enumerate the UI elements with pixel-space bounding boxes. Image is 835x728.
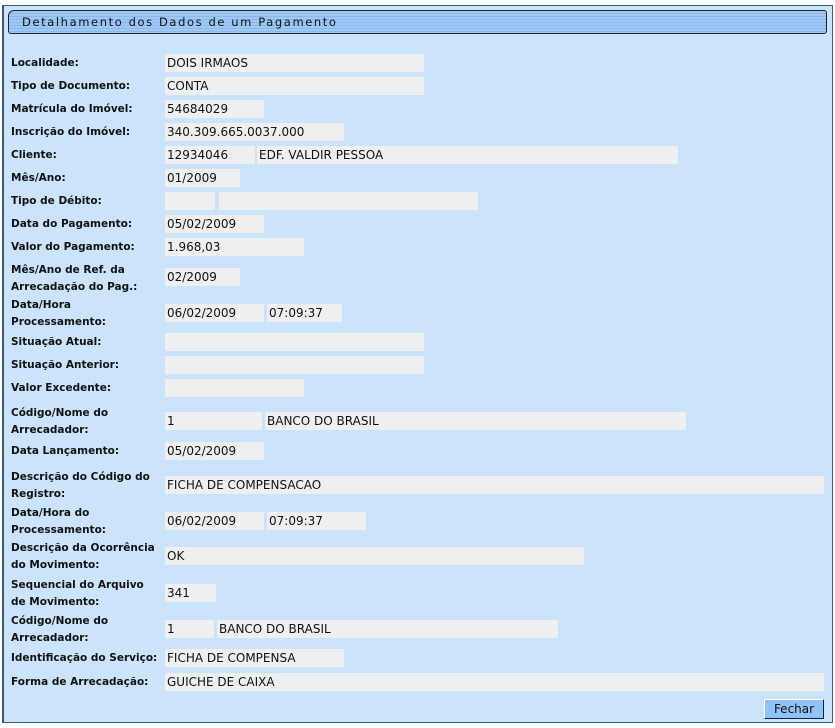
forma-arrecadacao-value-field: GUICHE DE CAIXA — [165, 673, 824, 691]
data-hora-proc-data-field: 06/02/2009 — [165, 304, 264, 322]
data-hora-proc-label: Data/Hora Processamento: — [11, 299, 106, 328]
arrecadador2-label: Código/Nome do Arrecadador: — [11, 615, 109, 644]
sequencial-label: Sequencial do Arquivo de Movimento: — [11, 579, 144, 608]
tipo-documento-label: Tipo de Documento: — [11, 80, 131, 92]
data-pagamento-value-field: 05/02/2009 — [165, 215, 264, 233]
mes-ano-ref-label: Mês/Ano de Ref. da Arrecadação do Pag.: — [11, 264, 138, 293]
panel-header: Detalhamento dos Dados de um Pagamento — [8, 10, 827, 34]
fechar-button[interactable]: Fechar — [764, 699, 824, 719]
page-title: Detalhamento dos Dados de um Pagamento — [22, 15, 338, 29]
localidade-value-field: DOIS IRMAOS — [165, 54, 424, 72]
arrecadador-label: Código/Nome do Arrecadador: — [11, 407, 109, 436]
valor-pagamento-label: Valor do Pagamento: — [11, 241, 135, 253]
tipo-debito-label: Tipo de Débito: — [11, 195, 102, 207]
cliente-label: Cliente: — [11, 149, 57, 161]
inscricao-label: Inscrição do Imóvel: — [11, 126, 131, 138]
descricao-ocorrencia-value-field: OK — [165, 547, 584, 565]
matricula-value-field: 54684029 — [165, 100, 264, 118]
data-hora-do-proc-data-field: 06/02/2009 — [165, 512, 264, 530]
matricula-label: Matrícula do Imóvel: — [11, 103, 133, 115]
arrecadador2-codigo-field: 1 — [165, 620, 214, 638]
data-lancamento-label: Data Lançamento: — [11, 445, 120, 457]
situacao-atual-value-field — [165, 333, 424, 351]
descricao-codigo-registro-value-field: FICHA DE COMPENSACAO — [165, 476, 824, 494]
data-lancamento-value-field: 05/02/2009 — [165, 442, 264, 460]
cliente-nome-field: EDF. VALDIR PESSOA — [257, 146, 678, 164]
tipo-documento-value-field: CONTA — [165, 77, 424, 95]
sequencial-value-field: 341 — [165, 584, 216, 602]
data-hora-do-proc-hora-field: 07:09:37 — [267, 512, 366, 530]
mes-ano-label: Mês/Ano: — [11, 172, 66, 184]
valor-pagamento-value-field: 1.968,03 — [165, 238, 304, 256]
mes-ano-ref-value-field: 02/2009 — [165, 268, 240, 286]
data-hora-do-proc-label: Data/Hora do Processamento: — [11, 507, 106, 536]
arrecadador2-nome-field: BANCO DO BRASIL — [217, 620, 558, 638]
identificacao-servico-value-field: FICHA DE COMPENSA — [165, 649, 344, 667]
cliente-codigo-field: 12934046 — [165, 146, 255, 164]
situacao-atual-label: Situação Atual: — [11, 336, 102, 348]
identificacao-servico-label: Identificação do Serviço: — [11, 652, 158, 664]
valor-excedente-value-field — [165, 379, 304, 397]
descricao-codigo-registro-label: Descrição do Código do Registro: — [11, 471, 150, 500]
mes-ano-value-field: 01/2009 — [165, 169, 240, 187]
localidade-label: Localidade: — [11, 57, 79, 69]
valor-excedente-label: Valor Excedente: — [11, 382, 112, 394]
tipo-debito-descricao-field — [219, 192, 478, 210]
situacao-anterior-value-field — [165, 356, 424, 374]
data-pagamento-label: Data do Pagamento: — [11, 218, 133, 230]
inscricao-value-field: 340.309.665.0037.000 — [165, 123, 344, 141]
descricao-ocorrencia-label: Descrição da Ocorrência do Movimento: — [11, 542, 155, 571]
situacao-anterior-label: Situação Anterior: — [11, 359, 120, 371]
data-hora-proc-hora-field: 07:09:37 — [267, 304, 342, 322]
tipo-debito-codigo-field — [165, 192, 215, 210]
arrecadador-nome-field: BANCO DO BRASIL — [265, 412, 686, 430]
arrecadador-codigo-field: 1 — [165, 412, 262, 430]
forma-arrecadacao-label: Forma de Arrecadação: — [11, 676, 149, 688]
